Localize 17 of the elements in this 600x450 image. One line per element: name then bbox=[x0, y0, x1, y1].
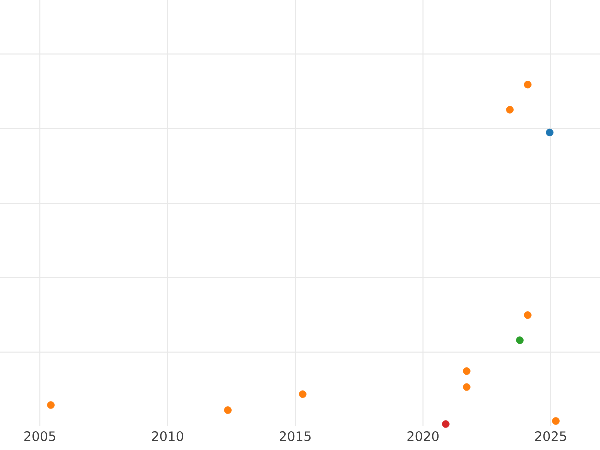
point bbox=[524, 312, 532, 320]
point bbox=[442, 420, 450, 428]
point bbox=[552, 417, 560, 426]
point bbox=[524, 81, 532, 89]
point bbox=[47, 401, 55, 410]
point bbox=[463, 384, 471, 392]
x-tick-label: 2025 bbox=[535, 432, 566, 442]
point bbox=[224, 406, 232, 414]
point bbox=[506, 106, 514, 114]
point bbox=[546, 128, 554, 137]
point bbox=[463, 368, 471, 376]
x-tick-label: 2020 bbox=[408, 432, 439, 442]
point bbox=[516, 336, 524, 344]
point bbox=[299, 390, 307, 398]
x-tick-label: 2010 bbox=[152, 432, 184, 442]
x-tick-label: 2005 bbox=[24, 432, 56, 442]
x-tick-label: 2015 bbox=[280, 432, 311, 442]
